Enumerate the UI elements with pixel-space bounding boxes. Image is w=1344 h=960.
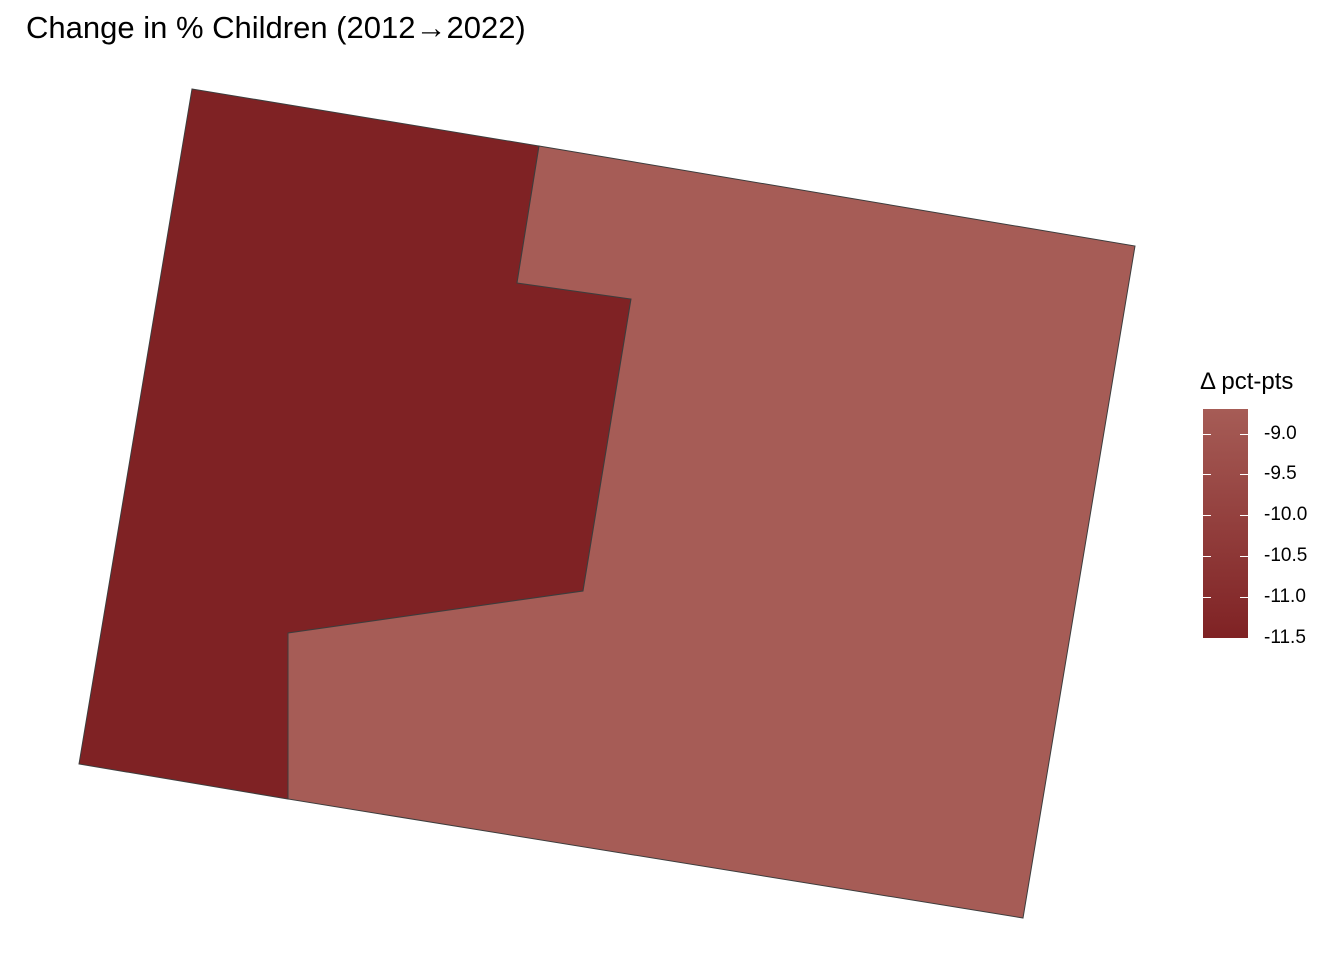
- legend-tick-label: -9.0: [1264, 422, 1297, 444]
- legend-tick-label: -10.5: [1264, 545, 1308, 567]
- legend-tick-mark: [1203, 474, 1211, 475]
- legend-tick-mark: [1240, 597, 1248, 598]
- legend-tick-mark: [1203, 597, 1211, 598]
- legend-tick-label: -11.5: [1264, 627, 1306, 648]
- legend-title: Δ pct-pts: [1200, 368, 1294, 395]
- legend-tick-label: -9.5: [1264, 463, 1297, 485]
- legend-tick-mark: [1203, 556, 1211, 557]
- legend-tick-mark: [1240, 515, 1248, 516]
- legend-tick-mark: [1203, 434, 1211, 435]
- legend-tick-mark: [1240, 434, 1248, 435]
- legend-tick-mark: [1240, 638, 1248, 639]
- legend-tick-label: -11.0: [1264, 586, 1306, 608]
- legend-color-bar: [1203, 409, 1248, 638]
- map-title: Change in % Children (2012→2022): [26, 10, 526, 45]
- legend-tick-label: -10.0: [1264, 504, 1308, 526]
- legend-tick-mark: [1203, 638, 1211, 639]
- legend-tick-mark: [1203, 515, 1211, 516]
- legend-tick-mark: [1240, 474, 1248, 475]
- legend-tick-mark: [1240, 556, 1248, 557]
- region-east[interactable]: [287, 145, 1136, 919]
